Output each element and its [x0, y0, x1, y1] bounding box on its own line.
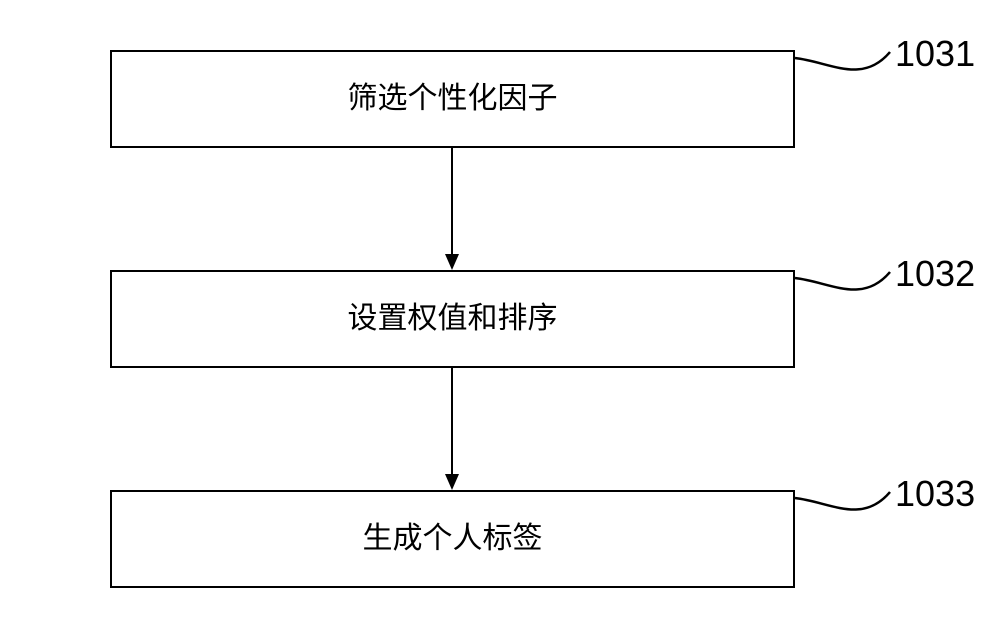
callout-label-3: 1033 — [895, 473, 975, 515]
flow-box-3-text: 生成个人标签 — [363, 521, 543, 557]
flow-box-2: 设置权值和排序 — [110, 270, 795, 368]
flow-box-3: 生成个人标签 — [110, 490, 795, 588]
callout-label-2: 1032 — [895, 253, 975, 295]
flowchart-container: 筛选个性化因子 1031 设置权值和排序 1032 生成个人标签 1033 — [50, 30, 950, 610]
callout-label-1: 1031 — [895, 33, 975, 75]
flow-box-1: 筛选个性化因子 — [110, 50, 795, 148]
flow-box-1-text: 筛选个性化因子 — [348, 81, 558, 117]
flow-box-2-text: 设置权值和排序 — [348, 301, 558, 337]
